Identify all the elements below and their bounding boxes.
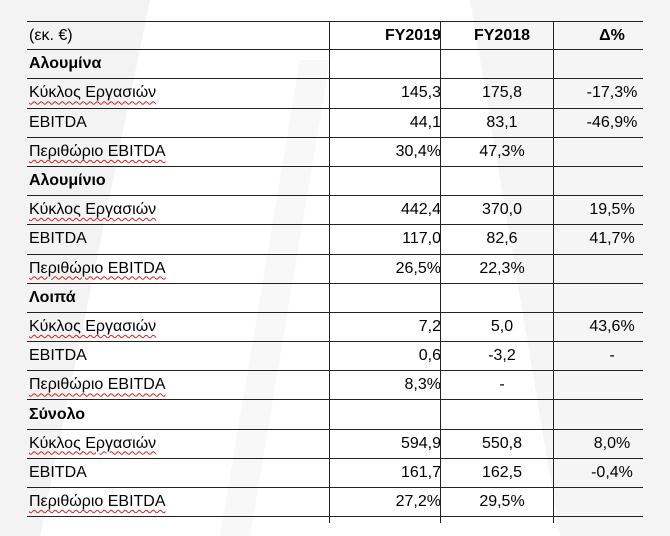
row-label: Περιθώριο EBITDA	[29, 371, 166, 399]
cell-fy2019: 7,2	[418, 317, 441, 335]
column-divider-1	[329, 21, 330, 523]
cell-delta	[567, 255, 657, 283]
cell-fy2019: 8,3%	[404, 376, 441, 394]
cell-fy2019: 27,2%	[395, 493, 441, 511]
row-label: EBITDA	[29, 109, 87, 137]
cell-fy2019: 0,6	[418, 347, 441, 365]
row-label: Κύκλος Εργασιών	[29, 79, 156, 107]
table-row: EBITDA 161,7 162,5 -0,4%	[27, 459, 643, 488]
cell-fy2018: 550,8	[481, 434, 523, 452]
cell-fy2018: 162,5	[481, 463, 523, 481]
column-divider-2	[440, 21, 441, 523]
cell-fy2018: 47,3%	[479, 142, 525, 160]
row-label-text: Περιθώριο EBITDA	[29, 493, 166, 511]
cell-fy2018: 5,0	[490, 317, 514, 335]
row-label: Περιθώριο EBITDA	[29, 138, 166, 166]
cell-delta: -17,3%	[586, 84, 638, 102]
cell-delta: 8,0%	[593, 434, 631, 452]
cell-delta: -46,9%	[586, 113, 638, 131]
table-row: Περιθώριο EBITDA 26,5% 22,3%	[27, 255, 643, 284]
cell-fy2018: 175,8	[481, 84, 523, 102]
section-header-row: Λοιπά	[27, 284, 643, 313]
cell-delta: -0,4%	[591, 463, 633, 481]
row-label-text: Κύκλος Εργασιών	[29, 84, 157, 102]
cell-delta	[567, 138, 657, 166]
column-header-fy2018: FY2018	[473, 26, 531, 44]
row-label-text: Κύκλος Εργασιών	[29, 317, 157, 335]
row-label-text: EBITDA	[29, 347, 87, 365]
financial-table: (εκ. €) FY2019 FY2018 Δ% Αλουμίνα Κύκλος …	[27, 21, 643, 518]
row-label: Περιθώριο EBITDA	[29, 255, 166, 283]
unit-label: (εκ. €)	[29, 26, 73, 44]
cell-fy2018: 29,5%	[479, 493, 525, 511]
cell-fy2019: 161,7	[400, 463, 441, 481]
row-label: Κύκλος Εργασιών	[29, 313, 156, 341]
row-label-text: Κύκλος Εργασιών	[29, 434, 157, 452]
section-header-row: Αλουμίνιο	[27, 167, 643, 197]
cell-fy2018: 83,1	[486, 113, 518, 131]
cell-fy2019: 117,0	[402, 230, 441, 248]
table-row: Κύκλος Εργασιών 442,4 370,0 19,5%	[27, 196, 643, 226]
row-label: EBITDA	[29, 225, 87, 253]
row-label-text: EBITDA	[29, 230, 87, 248]
table-row: Κύκλος Εργασιών 594,9 550,8 8,0%	[27, 430, 643, 459]
row-label-text: EBITDA	[29, 113, 87, 131]
section-title: Σύνολο	[29, 405, 86, 423]
table-row: Περιθώριο EBITDA 30,4% 47,3%	[27, 138, 643, 167]
section-title: Αλουμίνα	[29, 55, 102, 73]
cell-fy2018: 370,0	[481, 201, 523, 219]
cell-delta: 19,5%	[589, 201, 635, 219]
column-header-fy2019: FY2019	[384, 26, 441, 44]
cell-fy2019: 442,4	[400, 201, 441, 219]
cell-fy2018: 82,6	[486, 230, 518, 248]
section-title: Αλουμίνιο	[29, 172, 106, 190]
table-header-row: (εκ. €) FY2019 FY2018 Δ%	[27, 21, 643, 51]
table-row: EBITDA 44,1 83,1 -46,9%	[27, 109, 643, 138]
row-label: Κύκλος Εργασιών	[29, 196, 156, 224]
row-label: EBITDA	[29, 459, 87, 487]
row-label-text: Περιθώριο EBITDA	[29, 259, 166, 277]
section-title: Λοιπά	[29, 288, 76, 306]
row-label: EBITDA	[29, 342, 87, 370]
row-label: Κύκλος Εργασιών	[29, 430, 156, 458]
table-row: Κύκλος Εργασιών 7,2 5,0 43,6%	[27, 313, 643, 343]
cell-fy2019: 145,3	[400, 84, 441, 102]
cell-delta: -	[609, 347, 615, 365]
row-label-text: Κύκλος Εργασιών	[29, 201, 157, 219]
cell-fy2019: 594,9	[400, 434, 441, 452]
cell-fy2019: 30,4%	[395, 142, 441, 160]
row-label-text: Περιθώριο EBITDA	[29, 376, 166, 394]
table-row: Κύκλος Εργασιών 145,3 175,8 -17,3%	[27, 79, 643, 109]
cell-fy2019: 44,1	[409, 113, 441, 131]
row-label: Περιθώριο EBITDA	[29, 488, 166, 516]
cell-delta	[567, 488, 657, 516]
section-header-row: Αλουμίνα	[27, 50, 643, 80]
cell-delta: 43,6%	[589, 317, 635, 335]
cell-fy2018: -	[499, 376, 505, 394]
table-row: Περιθώριο EBITDA 27,2% 29,5%	[27, 488, 643, 518]
cell-delta: 41,7%	[589, 230, 635, 248]
column-divider-3	[553, 21, 554, 523]
column-header-delta: Δ%	[599, 26, 625, 44]
row-label-text: EBITDA	[29, 463, 87, 481]
cell-fy2019: 26,5%	[395, 259, 441, 277]
section-header-row: Σύνολο	[27, 400, 643, 430]
table-row: EBITDA 117,0 82,6 41,7%	[27, 225, 643, 255]
cell-fy2018: 22,3%	[479, 259, 525, 277]
table-row: Περιθώριο EBITDA 8,3% -	[27, 371, 643, 401]
row-label-text: Περιθώριο EBITDA	[29, 142, 166, 160]
table-row: EBITDA 0,6 -3,2 -	[27, 342, 643, 372]
cell-delta	[567, 371, 657, 399]
cell-fy2018: -3,2	[488, 347, 516, 365]
